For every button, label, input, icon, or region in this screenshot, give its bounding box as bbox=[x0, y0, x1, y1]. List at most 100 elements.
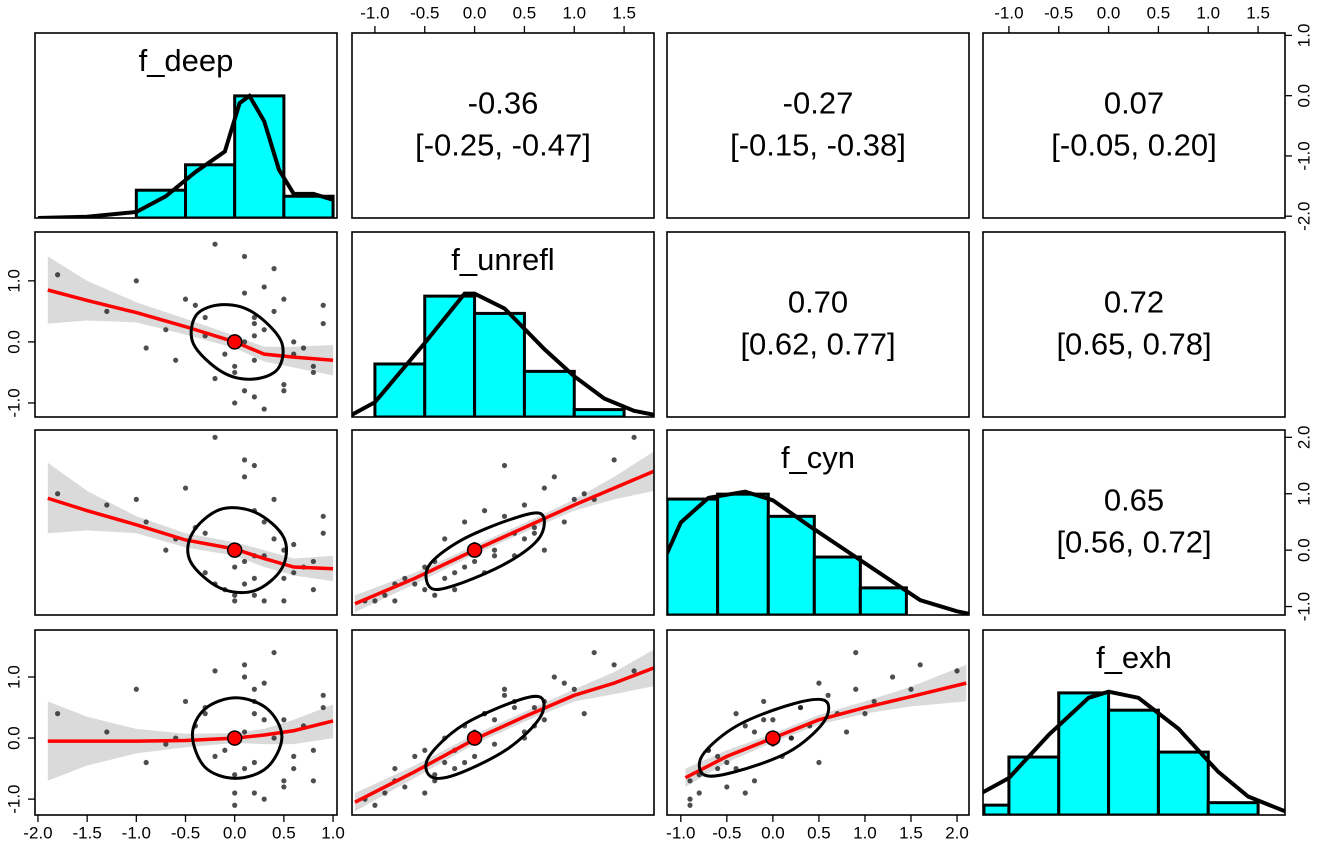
x-tick-label: 1.5 bbox=[899, 823, 923, 842]
scatter-point bbox=[251, 314, 257, 321]
correlation-ellipse bbox=[186, 506, 288, 595]
scatter-point bbox=[212, 434, 218, 440]
y-tick-label: 0.0 bbox=[1294, 84, 1313, 108]
scatter-point bbox=[55, 711, 61, 717]
variable-name: f_cyn bbox=[781, 440, 855, 475]
x-tick-label: 1.5 bbox=[612, 3, 636, 22]
hist-bar bbox=[1156, 750, 1210, 815]
scatter-point bbox=[271, 308, 277, 314]
x-tick-label: -1.0 bbox=[666, 823, 695, 842]
scatter-point bbox=[571, 496, 577, 502]
scatter-point bbox=[788, 735, 794, 741]
scatter-point bbox=[133, 278, 139, 284]
scatter-point bbox=[631, 434, 637, 440]
scatter-point bbox=[742, 723, 748, 729]
mean-point bbox=[765, 730, 781, 746]
hist-bar bbox=[983, 803, 1011, 815]
scatter-point bbox=[871, 698, 877, 705]
scatter-point bbox=[382, 790, 388, 796]
scatter-point bbox=[687, 802, 693, 808]
x-tick-label: 2.0 bbox=[945, 823, 969, 842]
fit-line bbox=[354, 666, 654, 804]
scatter-point bbox=[212, 753, 218, 759]
scatter-point bbox=[251, 357, 257, 363]
hist-bar bbox=[572, 408, 626, 417]
scatter-point bbox=[372, 598, 378, 604]
scatter-point bbox=[271, 266, 277, 272]
correlation-ellipse bbox=[424, 694, 546, 780]
scatter-point bbox=[571, 686, 577, 692]
scatter-point bbox=[862, 711, 868, 717]
scatter-point bbox=[742, 790, 748, 796]
scatter-point bbox=[797, 704, 804, 711]
panel bbox=[47, 241, 334, 412]
scatter-point bbox=[202, 570, 208, 576]
scatter-point bbox=[251, 394, 257, 400]
x-tick-label: 0.0 bbox=[463, 3, 487, 22]
scatter-point bbox=[521, 536, 528, 542]
hist-bar bbox=[858, 586, 908, 615]
panel-frame bbox=[34, 231, 338, 418]
scatter-point bbox=[251, 462, 257, 469]
variable-name: f_exh bbox=[1096, 640, 1172, 675]
scatter-point bbox=[291, 339, 297, 345]
hist-bar bbox=[423, 294, 477, 417]
scatter-point bbox=[843, 729, 850, 735]
confidence-interval: [0.56, 0.72] bbox=[1056, 525, 1211, 560]
scatter-point bbox=[462, 564, 468, 570]
scatter-point bbox=[501, 686, 508, 692]
hist-bar bbox=[1206, 801, 1260, 815]
correlation-ellipse bbox=[424, 511, 546, 592]
confidence-band bbox=[685, 664, 967, 787]
scatter-point bbox=[281, 717, 287, 723]
scatter-point bbox=[611, 662, 617, 668]
scatter-point bbox=[104, 502, 110, 508]
scatter-point bbox=[501, 513, 508, 519]
scatter-point bbox=[452, 570, 458, 576]
correlation: 0.65 bbox=[1104, 483, 1164, 518]
y-tick-label: 1.0 bbox=[4, 665, 23, 689]
scatter-point bbox=[261, 717, 267, 723]
confidence-interval: [0.65, 0.78] bbox=[1056, 327, 1211, 362]
scatter-point bbox=[241, 253, 248, 260]
scatter-point bbox=[241, 662, 248, 668]
scatter-point bbox=[261, 796, 267, 802]
scatter-point bbox=[724, 784, 730, 790]
scatter-point bbox=[261, 598, 267, 604]
panel bbox=[684, 649, 967, 808]
scatter-point bbox=[202, 711, 208, 717]
scatter-point bbox=[853, 686, 859, 692]
scatter-point bbox=[442, 759, 448, 766]
scatter-point bbox=[751, 729, 758, 735]
mean-point bbox=[226, 334, 243, 350]
scatter-point bbox=[442, 536, 448, 542]
scatter-point bbox=[491, 547, 498, 553]
scatter-point bbox=[392, 765, 398, 772]
scatter-point bbox=[291, 541, 297, 548]
hist-bar bbox=[1007, 755, 1061, 815]
hist-bar bbox=[473, 311, 526, 417]
scatter-point bbox=[481, 508, 488, 514]
scatter-point bbox=[271, 536, 277, 542]
correlation: -0.36 bbox=[468, 86, 539, 121]
y-tick-label: 1.0 bbox=[1294, 482, 1313, 506]
panel-frame bbox=[34, 32, 338, 219]
mean-point bbox=[226, 542, 243, 558]
x-tick-label: 0.5 bbox=[1147, 3, 1171, 22]
scatter-point bbox=[232, 598, 238, 604]
scatter-point bbox=[511, 704, 518, 711]
scatter-point bbox=[715, 753, 721, 759]
scatter-point bbox=[531, 530, 537, 536]
scatter-point bbox=[271, 496, 277, 502]
scatter-point bbox=[471, 558, 478, 565]
x-tick-label: 1.5 bbox=[1246, 3, 1270, 22]
scatter-point bbox=[271, 649, 277, 656]
panel bbox=[47, 649, 334, 808]
scatter-point bbox=[770, 717, 776, 723]
scatter-point bbox=[251, 711, 257, 717]
panel-frame bbox=[351, 231, 655, 418]
panel-frame bbox=[982, 429, 1286, 616]
panel-frame bbox=[666, 32, 970, 219]
x-tick-label: 1.0 bbox=[562, 3, 586, 22]
